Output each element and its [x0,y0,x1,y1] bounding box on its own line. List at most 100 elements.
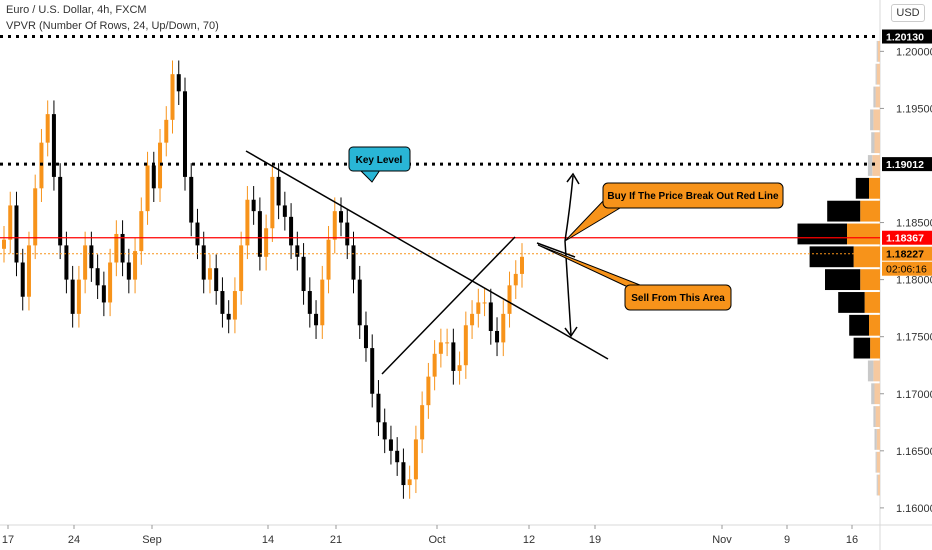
candle-body [176,74,181,92]
down-arrow-path [564,240,572,336]
candle-body [495,330,500,343]
candle-body [83,245,88,280]
candle-body [232,291,237,320]
candle-body [339,211,344,223]
candle-body [101,285,106,303]
candle-body [120,233,125,263]
candle-body [413,439,418,480]
candle-body [2,239,6,249]
candle-body [70,279,75,314]
price-label-box [882,246,932,261]
countdown-box [882,261,932,276]
y-tick-label: 1.19500 [896,103,932,115]
candle-body [170,74,175,120]
y-tick-label: 1.16000 [896,503,932,515]
volume-profile-down-bar [873,406,876,427]
volume-profile-down-bar [825,269,861,291]
candle-body [133,251,138,280]
candle-body [395,450,400,463]
x-tick-label: 17 [2,534,14,546]
candle-body [289,216,294,246]
candle-body [307,291,312,314]
currency-button[interactable]: USD [891,4,925,22]
price-label: 1.19012 [886,159,924,171]
price-label: 1.20130 [886,32,924,44]
candle-body [201,245,206,280]
candle-body [139,211,144,252]
volume-profile-down-bar [873,86,876,108]
sell-callout-pointer [537,244,646,289]
volume-profile-up-bar [864,292,880,313]
volume-profile-down-bar [871,383,875,405]
candle-body [270,176,275,229]
y-tick-label: 1.20000 [896,46,932,58]
candle-body [301,256,306,292]
x-tick-label: 16 [846,534,858,546]
candle-body [363,325,368,349]
volume-profile-down-bar [876,40,878,62]
key-level-box [348,146,411,172]
candle-body [345,222,350,246]
candle-body [220,291,225,314]
candle-body [501,313,506,343]
candle-body [376,393,381,423]
volume-profile-down-bar [870,109,874,131]
volume-profile-up-bar [853,246,880,268]
indicator-label[interactable]: VPVR (Number Of Rows, 24, Up/Down, 70) [6,20,219,32]
candle-body [151,165,156,189]
volume-profile-down-bar [876,474,878,496]
candle-body [314,313,319,326]
candle-body [207,268,212,280]
volume-profile-down-bar [853,337,871,359]
candle-body [8,205,13,240]
candle-body [64,245,69,280]
volume-profile-down-bar [875,451,877,473]
candle-body [438,342,443,354]
volume-profile-up-bar [873,109,880,131]
candle-body [51,114,56,177]
pointer-line [536,242,576,258]
candle-body [420,405,425,440]
candle-body [463,325,468,366]
candle-body [245,199,250,246]
volume-profile-up-bar [870,337,880,359]
volume-profile-up-bar [869,177,880,199]
volume-profile-up-bar [847,223,880,245]
candle-body [276,176,281,206]
volume-profile-down-bar [871,132,875,154]
volume-profile-up-bar [872,155,880,176]
candle-body [432,353,437,377]
candle-body [264,228,269,257]
candle-body [182,91,187,177]
y-tick-label: 1.17000 [896,389,932,401]
candle-body [282,205,287,217]
volume-profile-up-bar [874,383,880,405]
candle-body [145,165,150,212]
x-tick-label: 12 [523,534,535,546]
x-tick-label: Nov [712,534,732,546]
volume-profile-down-bar [874,428,877,450]
candle-body [214,268,219,292]
volume-profile-up-bar [876,63,880,85]
ascending-trendline [381,236,516,375]
candle-body [426,376,431,406]
candle-body [401,462,406,486]
candle-body [351,245,356,280]
volume-profile-up-bar [874,132,880,154]
candle-body [320,279,325,326]
volume-profile-up-bar [873,360,880,382]
candle-body [326,239,331,280]
sell-callout-box [624,284,732,311]
candle-body [95,268,100,286]
volume-profile-down-bar [809,246,854,268]
candle-body [382,422,387,440]
volume-profile-down-bar [849,314,869,336]
descending-trendline [245,150,609,360]
candle-body [26,245,31,297]
candle-body [357,279,362,326]
x-tick-label: 19 [589,534,601,546]
candle-body [108,262,113,303]
x-tick-label: Oct [428,534,445,546]
sell-callout-label: Sell From This Area [631,293,725,304]
